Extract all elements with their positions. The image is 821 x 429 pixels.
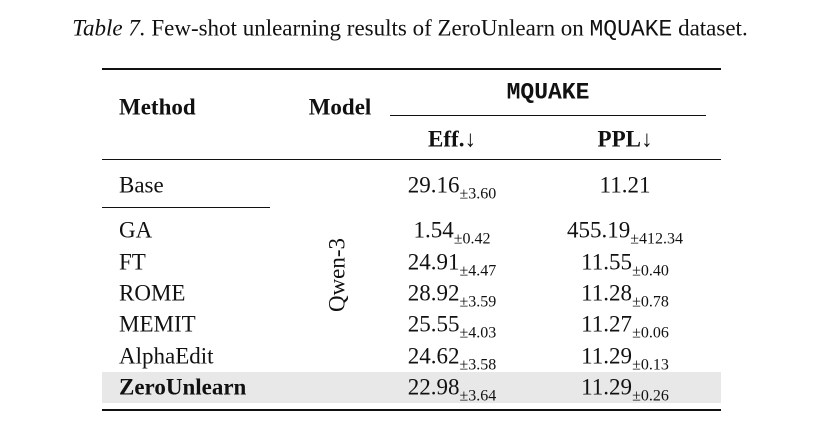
std: ±3.58 [459,356,497,374]
std: ±4.47 [459,262,497,280]
cell-ppl: 11.28±0.78 [581,280,669,311]
value: 455.19 [566,217,631,243]
header-model: Model [308,94,372,120]
cell-method: ROME [119,280,186,306]
value: 28.92 [407,280,460,306]
std: ±412.34 [630,230,684,248]
caption-label: Table 7. [72,15,146,41]
cell-ppl: 11.21 [600,174,651,197]
group-rule [390,115,706,116]
value: 22.98 [407,374,460,400]
base-rule [102,207,270,208]
cell-method: AlphaEdit [119,343,214,369]
header-method: Method [119,94,196,120]
cell-eff: 28.92±3.59 [407,280,497,311]
cell-eff: 25.55±4.03 [407,311,497,342]
caption-end: dataset. [678,15,748,41]
cell-eff: 24.62±3.58 [407,343,497,374]
cell-method: Base [119,172,164,198]
value: 24.91 [407,249,460,275]
std: ±0.42 [453,230,491,248]
highlight-row [102,372,721,403]
std: ±0.13 [632,356,669,374]
header-ppl: PPL↓ [597,126,653,152]
std: ±0.06 [632,324,669,342]
header-group: MQUAKE [506,79,590,106]
cell-ppl: 11.55±0.40 [581,249,669,280]
value: 25.55 [407,311,460,337]
std: ±4.03 [459,324,497,342]
caption-text: Few-shot unlearning results of ZeroUnlea… [151,15,584,41]
cell-method: MEMIT [119,311,196,337]
header-eff: Eff.↓ [428,126,476,152]
std: ±0.26 [632,387,669,405]
std: ±0.78 [632,293,669,311]
value: 1.54 [413,217,454,243]
std: ±0.40 [632,262,669,280]
value: 11.28 [581,280,633,306]
top-rule [102,68,721,70]
model-label: Qwen-3 [324,237,350,313]
cell-eff: 24.91±4.47 [407,249,497,280]
caption-dataset: MQUAKE [589,16,673,43]
cell-ppl: 11.29±0.13 [581,343,669,374]
cell-eff: 22.98±3.64 [407,374,497,405]
value: 29.16 [407,172,460,198]
std: ±3.64 [459,387,497,405]
mid-rule [102,159,721,160]
cell-eff: 29.16±3.60 [407,172,497,203]
value: 11.55 [581,249,633,275]
caption: Table 7. Few-shot unlearning results of … [72,17,747,42]
value: 24.62 [407,343,460,369]
cell-method: ZeroUnlearn [119,374,247,400]
value: 11.29 [581,343,633,369]
std: ±3.59 [459,293,497,311]
cell-ppl: 455.19±412.34 [566,217,683,248]
value: 11.21 [599,172,651,198]
cell-method: GA [119,217,153,243]
std: ±3.60 [459,185,497,203]
cell-ppl: 11.29±0.26 [581,374,669,405]
cell-method: FT [119,249,146,275]
cell-ppl: 11.27±0.06 [581,311,669,342]
value: 11.27 [581,311,633,337]
bottom-rule [102,409,721,411]
value: 11.29 [581,374,633,400]
cell-eff: 1.54±0.42 [413,217,490,248]
